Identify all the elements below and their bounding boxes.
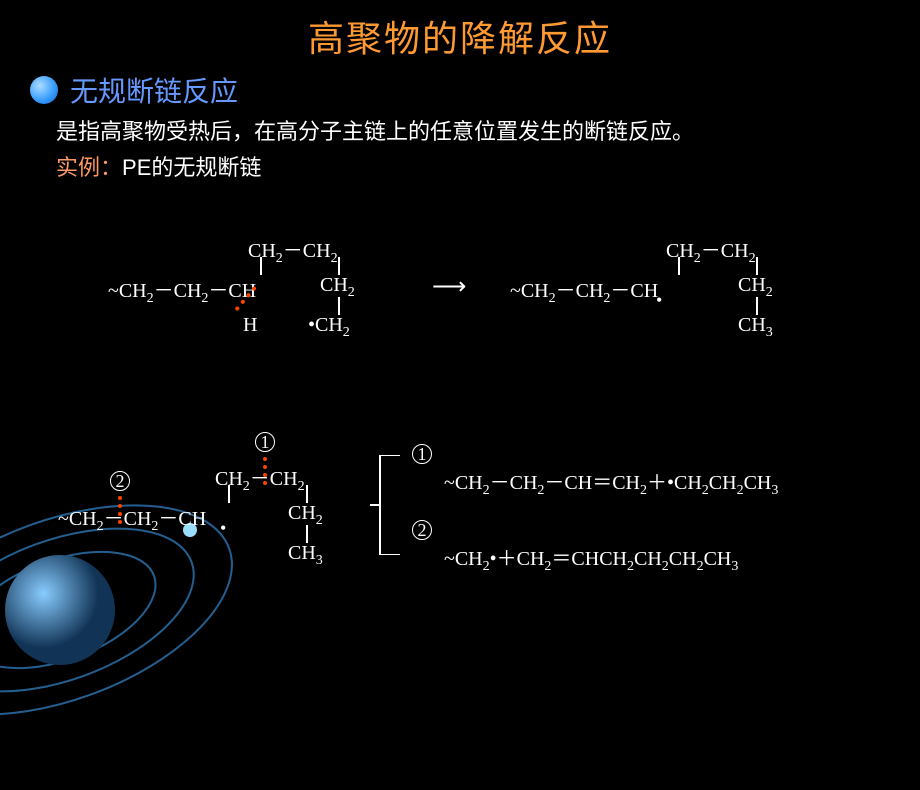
- r1-right-bot: CH3: [738, 314, 773, 341]
- chemistry-diagram: ~CH2－CH2－CH CH2－CH2 CH2 •CH2 H ⟶ ~CH2－CH…: [0, 182, 920, 682]
- bullet-icon: [30, 76, 58, 104]
- r1-left-H: H: [243, 314, 257, 337]
- bracket-icon: [370, 455, 410, 555]
- example-line: 实例：PE的无规断链: [56, 150, 920, 182]
- circled-2a: 2: [110, 471, 130, 491]
- page-title: 高聚物的降解反应: [0, 0, 920, 62]
- subtitle-text: 无规断链反应: [70, 70, 238, 110]
- r1-right-dot: •: [656, 290, 662, 311]
- circled-2b: 2: [412, 520, 432, 540]
- r2-prod2: ~CH2•＋CH2＝CHCH2CH2CH2CH3: [444, 542, 738, 575]
- example-label: 实例：: [56, 155, 122, 180]
- bond: [338, 297, 340, 315]
- bond: [306, 525, 308, 543]
- r2-left-main: ~CH2－CH2－CH: [58, 502, 206, 535]
- r2-left-bot: CH3: [288, 542, 323, 569]
- bond: [338, 257, 340, 275]
- r1-left-bot: •CH2: [308, 314, 350, 341]
- break-line-1-icon: [263, 457, 267, 485]
- r2-left-dot: •: [220, 518, 226, 539]
- example-text: PE的无规断链: [122, 155, 261, 180]
- bond: [678, 257, 680, 275]
- circled-1a: 1: [255, 432, 275, 452]
- r2-prod1: ~CH2－CH2－CH＝CH2＋•CH2CH2CH3: [444, 466, 778, 499]
- bond: [260, 257, 262, 275]
- description: 是指高聚物受热后，在高分子主链上的任意位置发生的断链反应。: [56, 114, 920, 146]
- r1-left-main: ~CH2－CH2－CH: [108, 274, 256, 307]
- circled-1b: 1: [412, 444, 432, 464]
- bond: [228, 485, 230, 503]
- reaction-arrow-icon: ⟶: [432, 272, 466, 301]
- bond: [756, 297, 758, 315]
- break-line-2-icon: [118, 496, 122, 524]
- bond: [756, 257, 758, 275]
- subtitle-row: 无规断链反应: [30, 70, 920, 110]
- r1-right-main: ~CH2－CH2－CH: [510, 274, 658, 307]
- bond: [306, 485, 308, 503]
